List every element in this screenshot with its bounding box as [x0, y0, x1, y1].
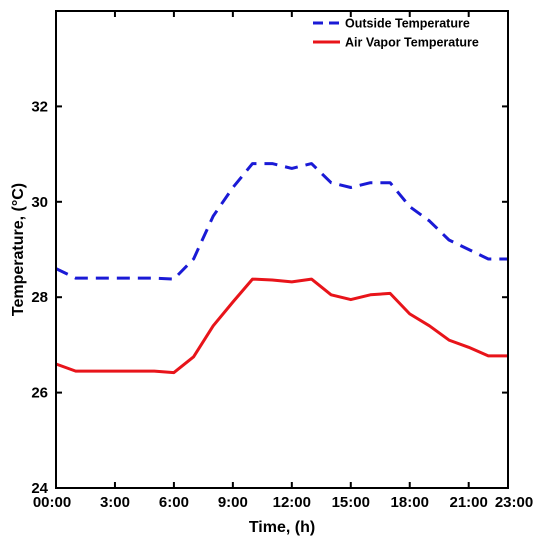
- legend-entry-1: Outside Temperature: [345, 17, 470, 31]
- series-layer: [55, 162, 508, 375]
- series-line-2: [55, 277, 508, 375]
- series-line-1: [55, 162, 508, 281]
- x-axis-label: Time, (h): [249, 519, 315, 536]
- y-tick-label: 28: [31, 289, 48, 306]
- y-axis-label: Temperature, (°C): [10, 183, 27, 316]
- x-tick-label: 12:00: [273, 494, 311, 511]
- x-tick-label: 18:00: [391, 494, 429, 511]
- x-tick-label: 21:00: [450, 494, 488, 511]
- x-tick-label: 9:00: [218, 494, 248, 511]
- x-tick-label: 3:00: [100, 494, 130, 511]
- y-tick-label: 24: [31, 480, 48, 497]
- legend: Outside Temperature Air Vapor Temperature: [313, 17, 479, 50]
- x-tick-label: 6:00: [159, 494, 189, 511]
- y-tick-label: 32: [31, 98, 48, 115]
- axes-layer: 00:00 3:00 6:00 9:00 12:00 15:00 18:00 21:00 23:…: [31, 10, 533, 511]
- plot-frame: [55, 10, 509, 489]
- y-tick-label: 30: [31, 194, 48, 211]
- x-tick-label: 23:00: [495, 494, 533, 511]
- x-tick-label: 00:00: [33, 494, 71, 511]
- x-tick-label: 15:00: [332, 494, 370, 511]
- legend-entry-2: Air Vapor Temperature: [345, 36, 479, 50]
- y-tick-label: 26: [31, 385, 48, 402]
